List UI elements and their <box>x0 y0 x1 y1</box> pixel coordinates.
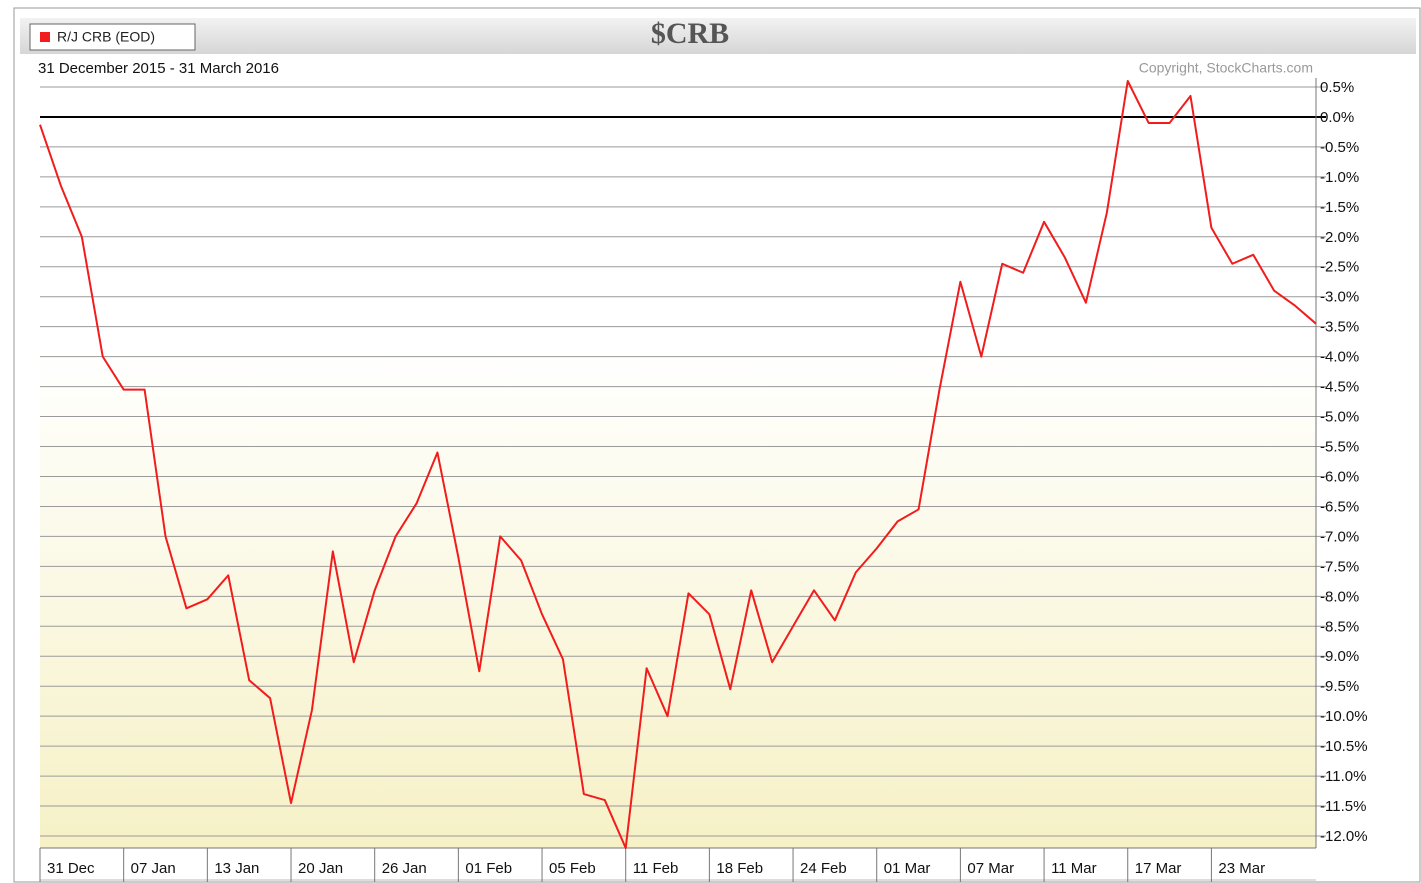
y-tick-label: -10.0% <box>1320 708 1368 725</box>
x-tick-label: 24 Feb <box>800 860 847 877</box>
y-tick-label: -11.0% <box>1320 768 1366 785</box>
y-tick-label: -2.5% <box>1320 259 1359 276</box>
x-tick-label: 20 Jan <box>298 860 343 877</box>
y-tick-label: -1.0% <box>1320 169 1359 186</box>
y-tick-label: -6.5% <box>1320 498 1359 515</box>
y-tick-label: -9.5% <box>1320 678 1359 695</box>
y-tick-label: -6.0% <box>1320 468 1359 485</box>
x-tick-label: 07 Jan <box>131 860 176 877</box>
y-tick-label: -9.0% <box>1320 648 1359 665</box>
header-bar <box>20 18 1416 54</box>
y-tick-label: -5.0% <box>1320 409 1359 426</box>
x-tick-label: 01 Feb <box>465 860 512 877</box>
x-tick-label: 18 Feb <box>716 860 763 877</box>
legend-label: R/J CRB (EOD) <box>57 29 155 45</box>
subtitle: 31 December 2015 - 31 March 2016 <box>38 60 279 77</box>
y-tick-label: 0.0% <box>1320 109 1354 126</box>
copyright: Copyright, StockCharts.com <box>1139 60 1313 76</box>
chart-title: $CRB <box>651 17 729 50</box>
x-tick-label: 07 Mar <box>967 860 1014 877</box>
legend-swatch <box>40 32 50 42</box>
line-series <box>39 79 1317 849</box>
y-tick-label: -3.0% <box>1320 289 1359 306</box>
x-tick-label: 11 Mar <box>1051 860 1097 877</box>
y-tick-label: -0.5% <box>1320 139 1359 156</box>
y-tick-label: -8.5% <box>1320 618 1359 635</box>
x-tick-label: 23 Mar <box>1218 860 1265 877</box>
y-tick-label: -12.0% <box>1320 828 1368 845</box>
x-tick-label: 01 Mar <box>884 860 931 877</box>
x-tick-label: 31 Dec <box>47 860 95 877</box>
y-tick-label: -7.5% <box>1320 558 1359 575</box>
x-tick-label: 05 Feb <box>549 860 596 877</box>
y-tick-label: -8.0% <box>1320 588 1359 605</box>
y-tick-label: -7.0% <box>1320 528 1359 545</box>
y-tick-label: -5.5% <box>1320 438 1359 455</box>
x-tick-label: 17 Mar <box>1135 860 1182 877</box>
y-tick-label: -10.5% <box>1320 738 1368 755</box>
y-tick-label: -3.5% <box>1320 319 1359 336</box>
y-tick-label: -4.0% <box>1320 349 1359 366</box>
plot-area <box>40 78 1316 848</box>
y-tick-label: 0.5% <box>1320 79 1354 96</box>
legend-box <box>29 23 196 51</box>
y-tick-label: -4.5% <box>1320 379 1359 396</box>
y-tick-label: -11.5% <box>1320 798 1366 815</box>
y-tick-label: -1.5% <box>1320 199 1359 216</box>
y-tick-label: -2.0% <box>1320 229 1359 246</box>
x-tick-label: 13 Jan <box>214 860 259 877</box>
x-tick-label: 11 Feb <box>633 860 679 877</box>
x-tick-label: 26 Jan <box>382 860 427 877</box>
